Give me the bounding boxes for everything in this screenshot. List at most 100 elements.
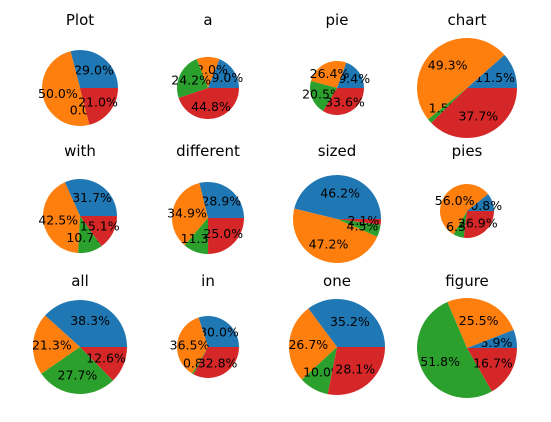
- pie-title: a: [203, 11, 212, 29]
- pie-percent-label: 21.3%: [32, 338, 72, 353]
- pie-wedge: [45, 300, 128, 347]
- pie-wedge: [417, 38, 505, 120]
- pie-wedge: [431, 88, 517, 138]
- pie-wedge: [178, 88, 239, 119]
- pie-wedge: [192, 347, 208, 375]
- pie-percent-label: 28.9%: [201, 193, 241, 208]
- pie-wedge: [309, 81, 337, 112]
- pie-wedge: [308, 299, 385, 347]
- pie-percent-label: 44.8%: [191, 99, 231, 114]
- pie-percent-label: 31.7%: [72, 190, 112, 205]
- pie-wedge: [288, 308, 337, 380]
- pie-percent-label: 56.0%: [435, 193, 475, 208]
- pie-wedge: [293, 208, 378, 263]
- pie-percent-label: 37.7%: [458, 108, 498, 123]
- pie-wedge: [467, 194, 494, 211]
- pie-title: Plot: [66, 11, 94, 29]
- pie-wedge: [453, 211, 467, 238]
- pie-percent-label: 26.9%: [458, 216, 498, 231]
- pie-wedge: [294, 175, 381, 219]
- pie-title: sized: [318, 142, 357, 160]
- pie-percent-label: 32.8%: [198, 355, 238, 370]
- pie-wedge: [199, 182, 244, 218]
- pie-wedge: [184, 218, 209, 254]
- pie-percent-label: 2.1%: [347, 213, 379, 228]
- pie-percent-label: 33.6%: [325, 95, 365, 110]
- pie-percent-label: 16.7%: [473, 356, 513, 371]
- pie-percent-label: 26.7%: [288, 337, 328, 352]
- pie-percent-label: 28.1%: [335, 362, 375, 377]
- pie-wedge: [64, 179, 117, 216]
- pie-wedge: [42, 182, 80, 253]
- pie-wedge: [337, 219, 381, 225]
- pie-wedge: [70, 50, 118, 88]
- pie-wedge: [208, 218, 244, 254]
- pie-wedge: [337, 219, 381, 237]
- pie-wedge: [440, 184, 489, 235]
- pie-wedge: [80, 88, 118, 125]
- pie-wedge: [301, 347, 337, 395]
- pie-percent-label: 24.2%: [171, 73, 211, 88]
- pie-wedge: [337, 62, 364, 88]
- pie-wedge: [467, 348, 517, 392]
- pie-wedge: [447, 298, 514, 348]
- pie-percent-label: 12.6%: [86, 350, 126, 365]
- pie-wedge: [193, 347, 239, 378]
- pie-wedge: [177, 59, 208, 98]
- pie-title: figure: [445, 272, 489, 290]
- pie-wedge: [172, 183, 208, 246]
- pie-percent-label: 25.5%: [459, 313, 499, 328]
- pie-percent-label: 36.5%: [170, 337, 210, 352]
- pie-wedge: [323, 88, 364, 115]
- pie-percent-label: 38.3%: [70, 313, 110, 328]
- pie-wedge: [327, 347, 386, 396]
- pie-wedge: [33, 315, 80, 374]
- pie-percent-label: 42.5%: [38, 213, 78, 228]
- pie-percent-label: 51.8%: [420, 354, 460, 369]
- pie-percent-label: 50.0%: [38, 86, 78, 101]
- pie-title: in: [201, 272, 215, 290]
- pie-wedge: [428, 88, 467, 123]
- pie-wedge: [416, 302, 492, 398]
- pie-title: different: [176, 142, 240, 160]
- pie-percent-label: 11.5%: [475, 70, 515, 85]
- pie-percent-label: 47.2%: [309, 237, 349, 252]
- pie-title: pie: [326, 11, 349, 29]
- pie-wedge: [176, 317, 208, 374]
- pie-wedge: [467, 54, 517, 88]
- pie-title: with: [64, 142, 96, 160]
- pie-wedge: [80, 216, 117, 247]
- pie-title: chart: [448, 11, 487, 29]
- pie-wedge: [310, 61, 347, 88]
- pie-title: one: [323, 272, 351, 290]
- pie-wedge: [198, 316, 239, 347]
- pie-wedge: [42, 51, 90, 126]
- pie-wedge: [463, 211, 494, 238]
- pie-percent-label: 25.0%: [203, 226, 243, 241]
- pie-percent-label: 15.1%: [80, 219, 120, 234]
- pie-percent-label: 34.9%: [167, 206, 207, 221]
- pie-percent-label: 35.2%: [330, 314, 370, 329]
- pie-percent-label: 29.0%: [74, 62, 114, 77]
- pie-wedge: [41, 347, 113, 394]
- pie-subplot: a19.0%12.0%24.2%44.8%: [171, 11, 243, 119]
- pie-percent-label: 30.0%: [199, 324, 239, 339]
- pie-percent-label: 21.0%: [78, 94, 118, 109]
- pie-percent-label: 46.2%: [320, 185, 360, 200]
- pie-wedge: [196, 57, 220, 88]
- pie-wedge: [80, 347, 127, 381]
- pie-wedge: [78, 216, 102, 253]
- pie-percent-label: 26.4%: [310, 66, 350, 81]
- pie-title: pies: [452, 142, 483, 160]
- pie-wedge: [467, 329, 517, 348]
